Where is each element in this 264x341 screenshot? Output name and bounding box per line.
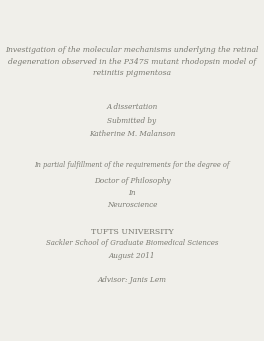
Text: Katherine M. Malanson: Katherine M. Malanson — [89, 130, 175, 138]
Text: Investigation of the molecular mechanisms underlying the retinal
degeneration ob: Investigation of the molecular mechanism… — [5, 46, 259, 77]
Text: August 2011: August 2011 — [109, 252, 155, 261]
Text: Neuroscience: Neuroscience — [107, 201, 157, 209]
Text: TUFTS UNIVERSITY: TUFTS UNIVERSITY — [91, 228, 173, 236]
Text: Submitted by: Submitted by — [107, 117, 157, 125]
Text: In: In — [128, 189, 136, 197]
Text: In partial fulfillment of the requirements for the degree of: In partial fulfillment of the requiremen… — [34, 161, 230, 169]
Text: Sackler School of Graduate Biomedical Sciences: Sackler School of Graduate Biomedical Sc… — [46, 239, 218, 247]
Text: A dissertation: A dissertation — [106, 103, 158, 112]
Text: Doctor of Philosophy: Doctor of Philosophy — [94, 177, 170, 185]
Text: Advisor: Janis Lem: Advisor: Janis Lem — [97, 276, 167, 284]
